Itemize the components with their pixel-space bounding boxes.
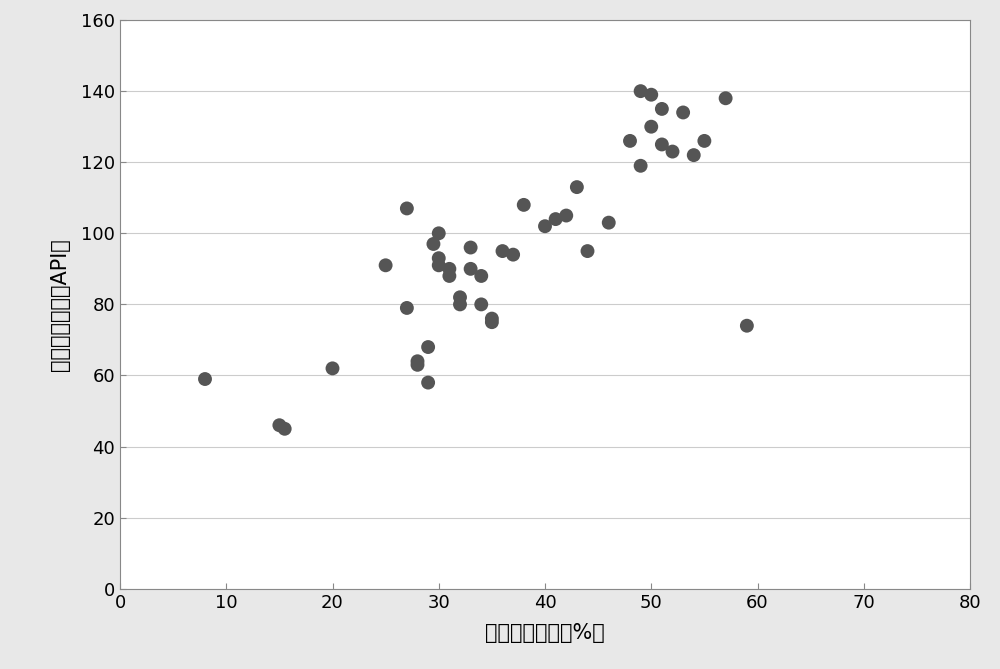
Point: [484, 313, 500, 324]
Point: [197, 374, 213, 385]
Point: [495, 246, 511, 256]
Point: [452, 299, 468, 310]
Point: [399, 203, 415, 214]
X-axis label: 岩心粘土含量（%）: 岩心粘土含量（%）: [485, 623, 605, 643]
Point: [473, 299, 489, 310]
Point: [410, 356, 426, 367]
Point: [441, 264, 457, 274]
Point: [271, 420, 287, 431]
Point: [633, 161, 649, 171]
Point: [399, 302, 415, 313]
Point: [718, 93, 734, 104]
Point: [537, 221, 553, 231]
Point: [654, 139, 670, 150]
Point: [378, 260, 394, 271]
Point: [505, 250, 521, 260]
Point: [431, 253, 447, 264]
Point: [452, 292, 468, 302]
Point: [622, 136, 638, 147]
Point: [601, 217, 617, 228]
Point: [441, 270, 457, 281]
Point: [548, 213, 564, 224]
Point: [654, 104, 670, 114]
Point: [425, 239, 441, 250]
Point: [324, 363, 340, 374]
Point: [431, 260, 447, 271]
Point: [463, 242, 479, 253]
Point: [675, 107, 691, 118]
Point: [643, 121, 659, 132]
Point: [473, 270, 489, 281]
Point: [664, 147, 680, 157]
Point: [484, 317, 500, 328]
Point: [633, 86, 649, 96]
Point: [696, 136, 712, 147]
Point: [420, 342, 436, 353]
Point: [643, 90, 659, 100]
Point: [516, 199, 532, 210]
Point: [686, 150, 702, 161]
Y-axis label: 测井无鑰伽玛（API）: 测井无鑰伽玛（API）: [50, 238, 70, 371]
Point: [431, 228, 447, 239]
Point: [580, 246, 596, 256]
Point: [277, 423, 293, 434]
Point: [420, 377, 436, 388]
Point: [569, 182, 585, 193]
Point: [410, 359, 426, 370]
Point: [558, 210, 574, 221]
Point: [739, 320, 755, 331]
Point: [463, 264, 479, 274]
